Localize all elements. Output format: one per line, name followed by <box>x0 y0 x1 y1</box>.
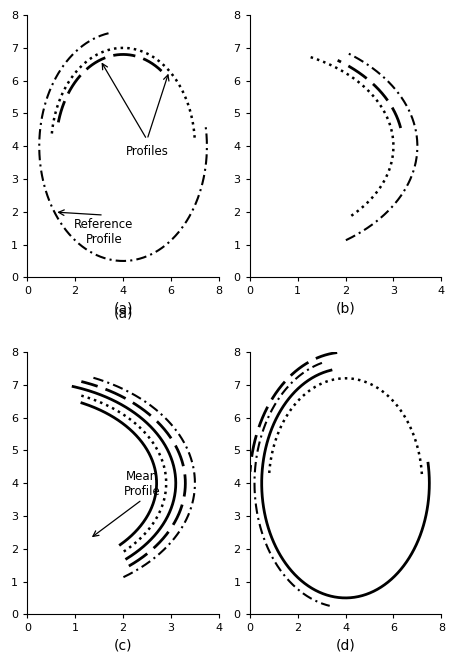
Text: (a): (a) <box>113 307 132 321</box>
Text: Mean
Profile: Mean Profile <box>124 470 160 498</box>
X-axis label: (c): (c) <box>114 639 132 653</box>
X-axis label: (d): (d) <box>335 639 354 653</box>
X-axis label: (a): (a) <box>113 302 132 316</box>
X-axis label: (b): (b) <box>335 302 354 316</box>
Text: Reference
Profile: Reference Profile <box>74 218 133 246</box>
Text: Profiles: Profiles <box>125 145 168 157</box>
